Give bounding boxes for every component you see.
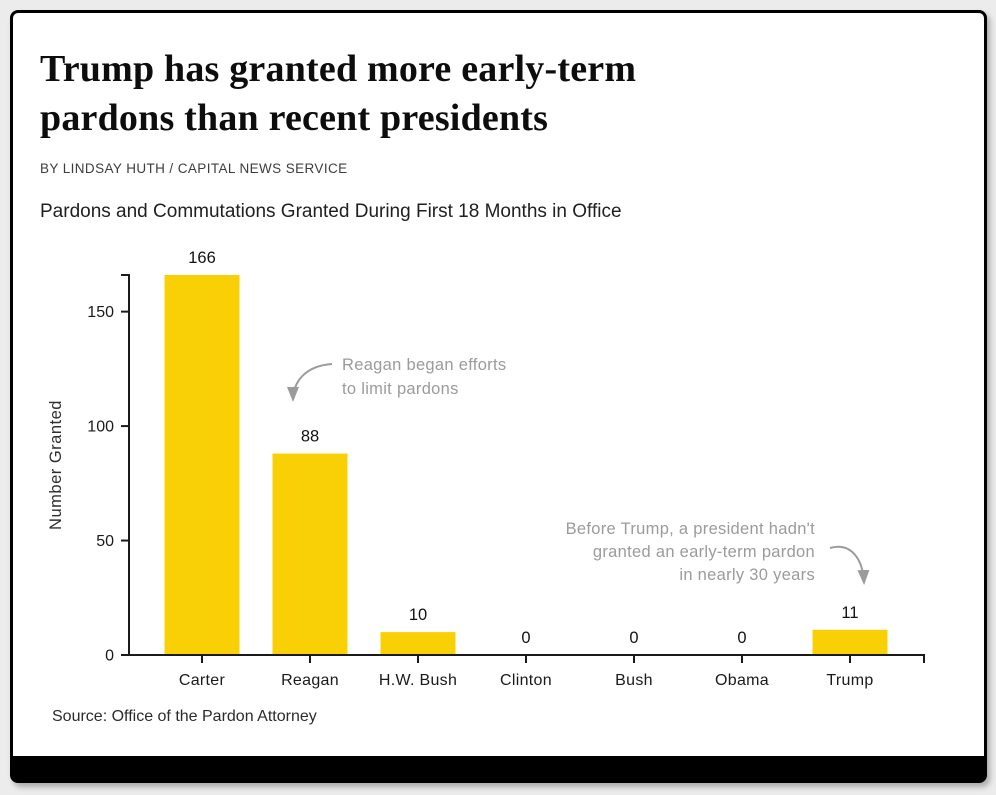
infographic-card: Trump has granted more early-term pardon… [10,10,987,783]
y-axis-title: Number Granted [47,400,65,530]
chart-title: Pardons and Commutations Granted During … [40,200,622,222]
x-tick-label-h-w-bush: H.W. Bush [379,672,457,689]
annotation-reagan: Reagan began efforts to limit pardons [287,356,506,402]
annotation-text-line: in nearly 30 years [679,566,815,584]
bars-group [164,274,888,655]
x-tick-label-carter: Carter [179,672,226,689]
annotation-text-line: Reagan began efforts [342,356,506,374]
x-tick-label-reagan: Reagan [281,672,339,689]
labels-group: Carter 166 Reagan 88 H.W. Bush 10 Clinton 0 Bush… [47,249,873,689]
bar-trump [812,629,888,655]
source-note: Source: Office of the Pardon Attorney [52,707,317,725]
bar-reagan [272,453,348,655]
y-tick-label: 150 [87,304,114,321]
y-tick-label: 50 [96,533,114,550]
x-tick-label-obama: Obama [715,672,769,689]
annotation-text-line: to limit pardons [342,380,459,398]
value-label-clinton: 0 [521,629,530,647]
x-tick-label-trump: Trump [826,672,873,689]
card-content: Trump has granted more early-term pardon… [13,13,984,726]
bar-h-w-bush [380,631,456,655]
value-label-trump: 11 [841,604,858,622]
annotation-arrow-icon [287,362,333,402]
annotation-trump: Before Trump, a president hadn't granted … [566,520,870,585]
y-tick-label: 0 [105,647,114,664]
axis-domain [121,273,925,663]
page-title: Trump has granted more early-term pardon… [40,48,637,140]
annotation-arrow-icon [829,545,870,585]
value-label-obama: 0 [737,629,746,647]
chart-area: 0 50 100 150 Carter 166 Reagan 88 H.W. Bush 10 Cl… [42,237,964,704]
annotation-text-line: granted an early-term pardon [593,543,815,561]
value-label-bush: 0 [629,629,638,647]
value-label-carter: 166 [188,249,216,267]
y-tick-label: 100 [87,418,114,435]
bar-carter [164,274,240,655]
byline: BY LINDSAY HUTH / CAPITAL NEWS SERVICE [40,160,348,176]
value-label-h-w-bush: 10 [409,606,427,624]
pardons-chart: 0 50 100 150 Carter 166 Reagan 88 H.W. Bush 10 Cl… [47,249,925,689]
x-tick-label-clinton: Clinton [500,672,552,689]
annotation-text-line: Before Trump, a president hadn't [566,520,816,538]
value-label-reagan: 88 [301,427,319,445]
annotations-group: Reagan began efforts to limit pardons Befo… [287,356,870,585]
x-tick-label-bush: Bush [615,672,653,689]
